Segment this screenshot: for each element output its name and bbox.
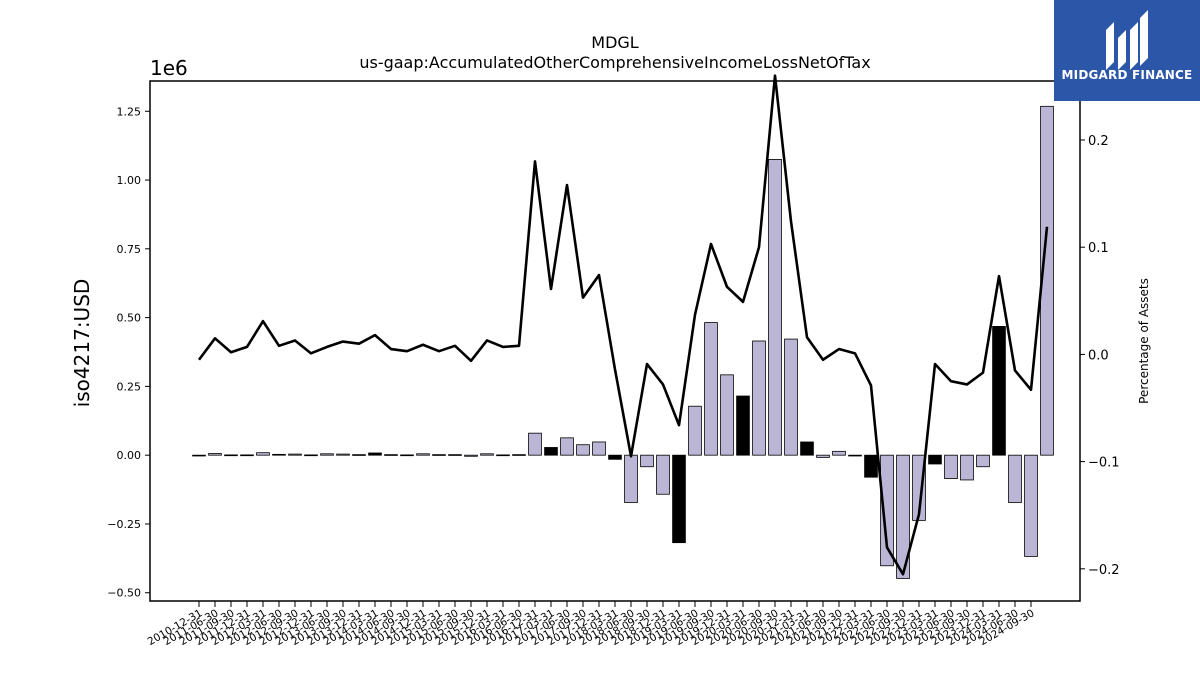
chart-title: MDGL (591, 33, 639, 52)
bar (464, 454, 478, 457)
bar (512, 454, 526, 456)
y2-tick-label: 0.1 (1088, 241, 1109, 256)
brand-logo-icon (1106, 10, 1148, 70)
bar (448, 454, 462, 456)
bar (800, 441, 814, 456)
y-tick-label: 1.00 (117, 174, 142, 187)
bar (752, 340, 766, 456)
bar (736, 395, 750, 456)
y-tick-label: 1.25 (117, 105, 142, 118)
bar (560, 437, 574, 456)
bar (256, 452, 270, 456)
bar (416, 453, 430, 456)
bar (768, 159, 782, 456)
y-tick-label: 0.00 (117, 449, 142, 462)
bar (528, 432, 542, 456)
bar (816, 454, 830, 458)
bar (608, 454, 622, 460)
brand-name: MIDGARD FINANCE (1061, 68, 1193, 82)
bar (1024, 454, 1038, 557)
bar (224, 454, 238, 457)
bar (592, 441, 606, 456)
bar (496, 454, 510, 457)
bar (624, 454, 638, 503)
bar (576, 444, 590, 456)
bar (944, 454, 958, 479)
y2-tick-label: −0.1 (1088, 456, 1120, 471)
y-ticks: −0.50 −0.25 0.00 0.25 0.50 0.75 1.00 1.25 (107, 105, 150, 600)
bar (688, 405, 702, 456)
bar (784, 338, 798, 456)
bar (368, 452, 382, 456)
bar (288, 453, 302, 456)
brand-logo: MIDGARD FINANCE (1054, 0, 1200, 101)
y-axis-label: iso4217:USD (70, 279, 94, 408)
bar (304, 454, 318, 457)
y-tick-label: −0.50 (107, 587, 141, 600)
bar (480, 453, 494, 456)
bars (192, 105, 1054, 579)
bar (672, 454, 686, 544)
bar (848, 454, 862, 457)
bar (720, 374, 734, 456)
bar (352, 454, 366, 456)
bar (640, 454, 654, 468)
bar (960, 454, 974, 481)
bar (432, 454, 446, 456)
y-tick-label: −0.25 (107, 518, 141, 531)
bar (976, 454, 990, 468)
bar (880, 454, 894, 567)
bar (912, 454, 926, 521)
x-ticks: 2010-12-312011-06-302011-09-302011-12-31… (146, 601, 1037, 648)
bar (928, 454, 942, 465)
bar (896, 454, 910, 579)
bar (400, 454, 414, 457)
bar (656, 454, 670, 495)
bar (384, 454, 398, 456)
bar (336, 453, 350, 456)
bar (992, 326, 1006, 456)
chart-subtitle: us-gaap:AccumulatedOtherComprehensiveInc… (359, 53, 870, 72)
bar (832, 450, 846, 456)
bar (704, 322, 718, 456)
bar (192, 454, 206, 457)
bar (544, 447, 558, 456)
line-series (197, 74, 1049, 576)
y-tick-label: 0.50 (117, 312, 142, 325)
plot-frame (149, 80, 1081, 602)
y2-ticks: −0.2 −0.1 0.0 0.1 0.2 (1080, 134, 1120, 578)
y2-axis-label: Percentage of Assets (1137, 278, 1151, 404)
bar (1008, 454, 1022, 503)
percentage-line (197, 74, 1049, 576)
bar (272, 453, 286, 456)
bar (208, 453, 222, 456)
y-tick-label: 0.75 (117, 243, 142, 256)
bar (320, 453, 334, 456)
bar (864, 454, 878, 478)
y-offset-label: 1e6 (150, 56, 188, 80)
y2-tick-label: −0.2 (1088, 563, 1120, 578)
bar (240, 454, 254, 457)
y2-tick-label: 0.0 (1088, 348, 1109, 363)
y2-tick-label: 0.2 (1088, 134, 1109, 149)
y-tick-label: 0.25 (117, 380, 142, 393)
